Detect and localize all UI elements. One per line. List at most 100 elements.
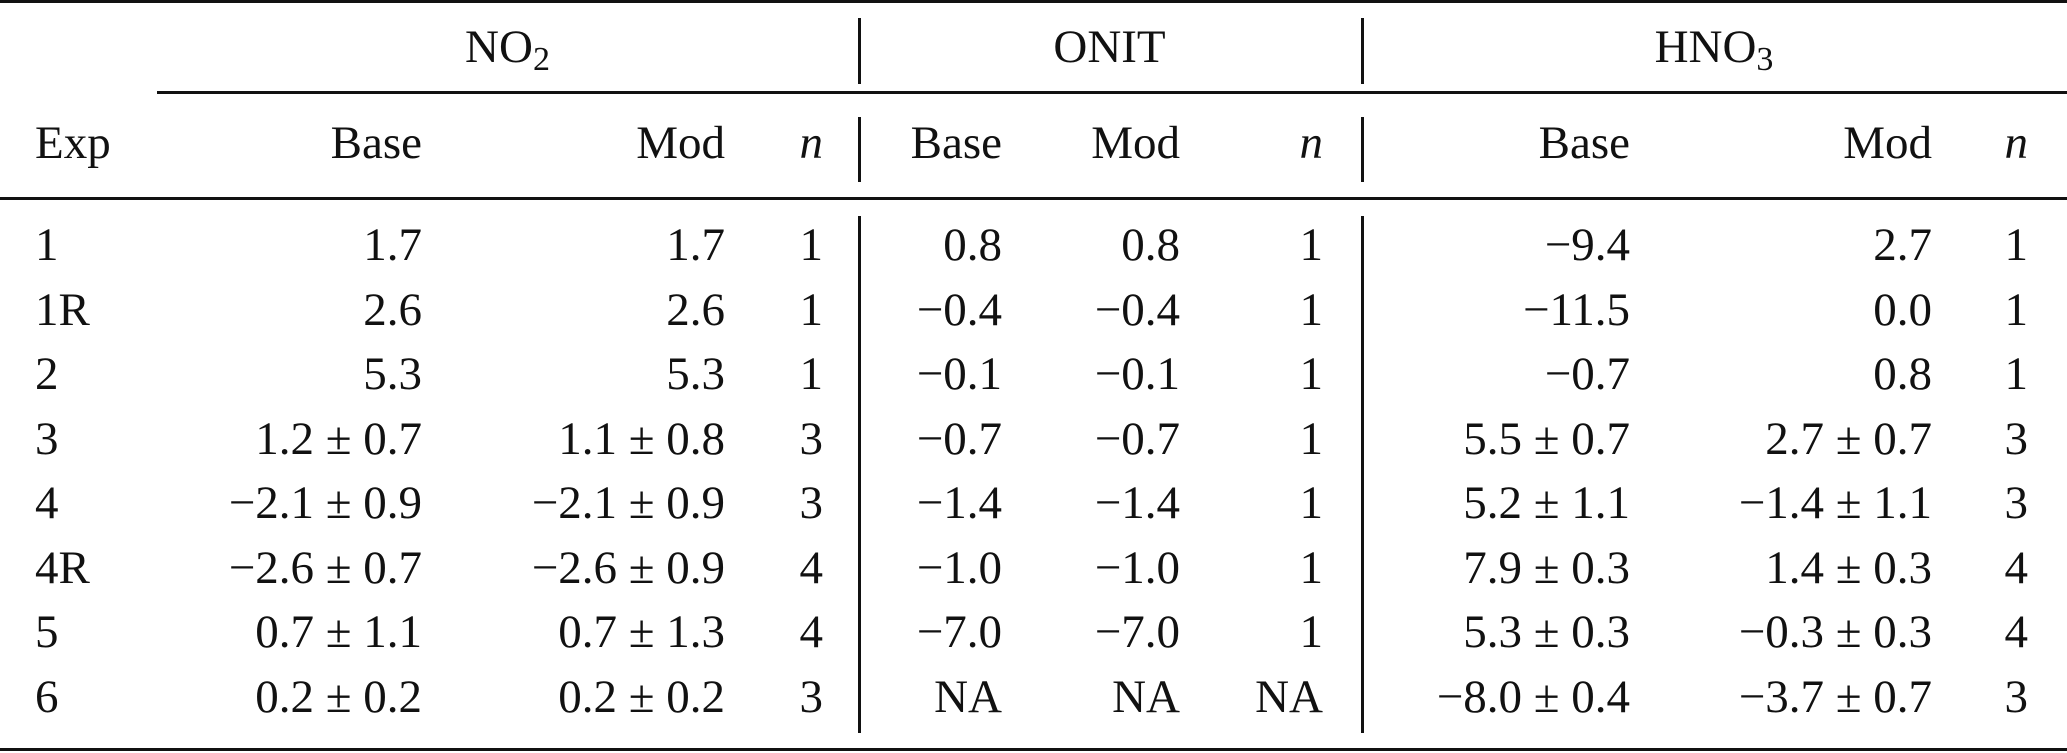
column-header-hno3-base: Base bbox=[1538, 117, 1630, 169]
cell-onit-n: 1 bbox=[1299, 348, 1324, 400]
cell-hno3-base: 5.2 ± 1.1 bbox=[1463, 477, 1630, 529]
cell-no2-base: 5.3 bbox=[363, 348, 422, 400]
cell-no2-n: 1 bbox=[799, 348, 824, 400]
cell-hno3-n: 4 bbox=[2004, 606, 2029, 658]
cell-onit-n: 1 bbox=[1299, 219, 1324, 271]
cell-no2-base: 0.7 ± 1.1 bbox=[255, 606, 422, 658]
column-header-hno3-n: n bbox=[2004, 117, 2029, 169]
cell-hno3-mod: −0.3 ± 0.3 bbox=[1738, 606, 1932, 658]
cell-hno3-n: 3 bbox=[2004, 670, 2029, 723]
table-row: 1R 2.6 2.6 1 −0.4 −0.4 1 −11.5 0.0 1 bbox=[0, 283, 2067, 347]
cell-onit-base: −0.7 bbox=[916, 412, 1002, 465]
cell-onit-mod: −1.0 bbox=[1094, 541, 1180, 594]
cell-no2-mod: 2.6 bbox=[666, 283, 725, 336]
column-header-no2-n: n bbox=[799, 117, 824, 169]
cell-no2-n: 1 bbox=[799, 283, 824, 336]
cell-onit-base: −7.0 bbox=[916, 606, 1002, 658]
onit-group-rule bbox=[858, 91, 1361, 94]
group-separator-onit-hno3 bbox=[1361, 18, 1364, 84]
group-header-no2-main: NO bbox=[465, 21, 533, 73]
cell-no2-n: 3 bbox=[799, 477, 824, 529]
cell-no2-mod: 5.3 bbox=[666, 348, 725, 400]
cell-no2-mod: 0.7 ± 1.3 bbox=[558, 606, 725, 658]
cell-exp: 1 bbox=[35, 219, 59, 271]
cell-no2-mod: 0.2 ± 0.2 bbox=[558, 670, 725, 723]
group-header-no2-sub: 2 bbox=[532, 41, 550, 78]
cell-onit-base: −1.0 bbox=[916, 541, 1002, 594]
table-top-rule bbox=[0, 0, 2067, 3]
cell-hno3-n: 4 bbox=[2004, 541, 2029, 594]
cell-hno3-base: 5.5 ± 0.7 bbox=[1463, 412, 1630, 465]
table-row: 3 1.2 ± 0.7 1.1 ± 0.8 3 −0.7 −0.7 1 5.5 ± 0.7 2.… bbox=[0, 412, 2067, 476]
cell-onit-n: 1 bbox=[1299, 412, 1324, 465]
cell-no2-n: 1 bbox=[799, 219, 824, 271]
table-row: 1 1.7 1.7 1 0.8 0.8 1 −9.4 2.7 1 bbox=[0, 222, 2067, 282]
cell-onit-mod: −0.4 bbox=[1094, 283, 1180, 336]
cell-onit-n: 1 bbox=[1299, 283, 1324, 336]
table-bottom-rule bbox=[0, 748, 2067, 751]
cell-hno3-n: 3 bbox=[2004, 412, 2029, 465]
cell-onit-mod: NA bbox=[1112, 670, 1180, 723]
body-separator-no2-onit bbox=[858, 216, 861, 733]
group-header-onit: ONIT bbox=[858, 24, 1361, 74]
cell-onit-n: 1 bbox=[1299, 477, 1324, 529]
column-header-onit-base: Base bbox=[910, 117, 1002, 169]
column-header-onit-mod: Mod bbox=[1091, 117, 1180, 169]
cell-onit-n: NA bbox=[1255, 670, 1323, 723]
cell-hno3-mod: −3.7 ± 0.7 bbox=[1738, 670, 1932, 723]
group-header-hno3-main: HNO bbox=[1654, 21, 1757, 73]
cell-no2-n: 4 bbox=[799, 606, 824, 658]
cell-no2-n: 3 bbox=[799, 670, 824, 723]
cell-no2-mod: 1.7 bbox=[666, 219, 725, 271]
cell-no2-base: 2.6 bbox=[363, 283, 422, 336]
header-separator-onit-hno3 bbox=[1361, 117, 1364, 182]
cell-onit-base: −1.4 bbox=[916, 477, 1002, 529]
column-header-no2-mod: Mod bbox=[636, 117, 725, 169]
table-row: 6 0.2 ± 0.2 0.2 ± 0.2 3 NA NA NA −8.0 ± 0.4 −3.7… bbox=[0, 670, 2067, 734]
column-header-exp: Exp bbox=[35, 117, 111, 169]
cell-hno3-base: −0.7 bbox=[1544, 348, 1630, 400]
cell-no2-n: 3 bbox=[799, 412, 824, 465]
cell-hno3-mod: 0.8 bbox=[1873, 348, 1932, 400]
cell-hno3-n: 3 bbox=[2004, 477, 2029, 529]
cell-no2-n: 4 bbox=[799, 541, 824, 594]
cell-exp: 4 bbox=[35, 477, 59, 529]
cell-exp: 1R bbox=[35, 283, 90, 336]
cell-hno3-mod: 1.4 ± 0.3 bbox=[1765, 541, 1932, 594]
column-header-onit-n: n bbox=[1299, 117, 1324, 169]
column-header-no2-base: Base bbox=[330, 117, 422, 169]
cell-hno3-base: −9.4 bbox=[1544, 219, 1630, 271]
cell-exp: 4R bbox=[35, 541, 90, 594]
cell-hno3-mod: −1.4 ± 1.1 bbox=[1738, 477, 1932, 529]
cell-onit-mod: −0.1 bbox=[1094, 348, 1180, 400]
cell-hno3-n: 1 bbox=[2004, 219, 2029, 271]
group-header-no2: NO2 bbox=[157, 21, 858, 77]
cell-hno3-base: −8.0 ± 0.4 bbox=[1436, 670, 1630, 723]
cell-hno3-mod: 0.0 bbox=[1873, 283, 1932, 336]
cell-hno3-base: 7.9 ± 0.3 bbox=[1463, 541, 1630, 594]
cell-no2-mod: −2.1 ± 0.9 bbox=[531, 477, 725, 529]
header-separator-no2-onit bbox=[858, 117, 861, 182]
no2-group-rule bbox=[157, 91, 858, 94]
body-separator-onit-hno3 bbox=[1361, 216, 1364, 733]
cell-no2-base: 1.2 ± 0.7 bbox=[255, 412, 422, 465]
cell-onit-n: 1 bbox=[1299, 541, 1324, 594]
cell-onit-base: −0.4 bbox=[916, 283, 1002, 336]
cell-no2-base: −2.6 ± 0.7 bbox=[228, 541, 422, 594]
cell-exp: 6 bbox=[35, 670, 59, 723]
cell-onit-base: NA bbox=[934, 670, 1002, 723]
cell-onit-mod: −0.7 bbox=[1094, 412, 1180, 465]
cell-exp: 5 bbox=[35, 606, 59, 658]
cell-hno3-base: 5.3 ± 0.3 bbox=[1463, 606, 1630, 658]
cell-onit-base: −0.1 bbox=[916, 348, 1002, 400]
cell-no2-base: 1.7 bbox=[363, 219, 422, 271]
cell-exp: 3 bbox=[35, 412, 59, 465]
cell-onit-mod: −1.4 bbox=[1094, 477, 1180, 529]
table-row: 4R −2.6 ± 0.7 −2.6 ± 0.9 4 −1.0 −1.0 1 7.9 ± 0.… bbox=[0, 541, 2067, 605]
cell-no2-base: −2.1 ± 0.9 bbox=[228, 477, 422, 529]
cell-no2-base: 0.2 ± 0.2 bbox=[255, 670, 422, 723]
cell-onit-n: 1 bbox=[1299, 606, 1324, 658]
group-header-hno3-sub: 3 bbox=[1756, 41, 1774, 78]
cell-onit-mod: −7.0 bbox=[1094, 606, 1180, 658]
